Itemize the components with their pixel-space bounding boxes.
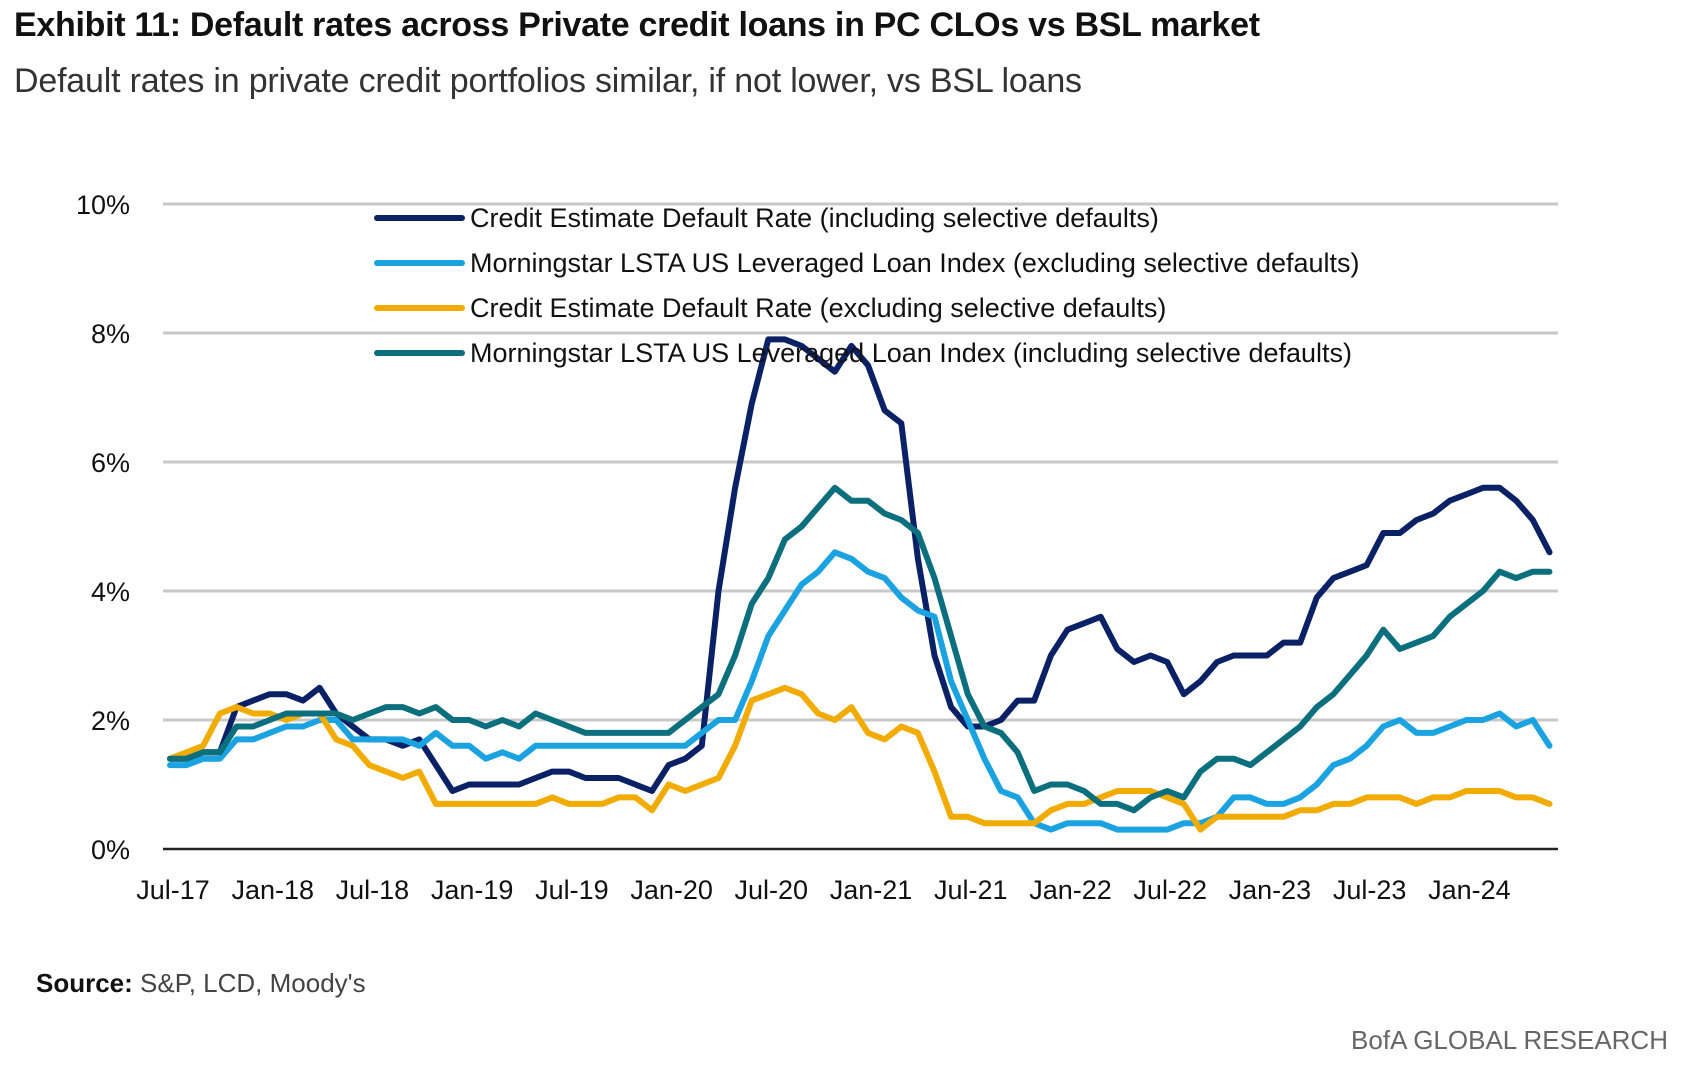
x-tick-label: Jul-23 bbox=[1333, 875, 1407, 905]
x-tick-label: Jan-21 bbox=[830, 875, 913, 905]
x-axis-ticks: Jul-17 Jan-18 Jul-18 Jan-19 Jul-19 Jan-20 Jul-… bbox=[136, 875, 1510, 905]
series-line-4 bbox=[167, 484, 1553, 814]
legend-label: Credit Estimate Default Rate (excluding … bbox=[470, 293, 1166, 323]
x-tick-label: Jul-19 bbox=[535, 875, 609, 905]
y-tick-label: 10% bbox=[76, 190, 130, 220]
y-tick-label: 8% bbox=[91, 319, 130, 349]
x-tick-label: Jan-18 bbox=[231, 875, 314, 905]
x-tick-label: Jul-18 bbox=[336, 875, 410, 905]
source-text: S&P, LCD, Moody's bbox=[132, 968, 366, 998]
y-tick-label: 2% bbox=[91, 706, 130, 736]
x-tick-label: Jul-17 bbox=[136, 875, 210, 905]
x-tick-label: Jul-20 bbox=[735, 875, 809, 905]
y-tick-label: 4% bbox=[91, 577, 130, 607]
legend-label: Morningstar LSTA US Leveraged Loan Index… bbox=[470, 248, 1360, 278]
chart-title: Exhibit 11: Default rates across Private… bbox=[14, 6, 1260, 44]
source-note: Source: S&P, LCD, Moody's bbox=[36, 968, 366, 999]
series-line-1 bbox=[167, 336, 1553, 794]
legend-item: Morningstar LSTA US Leveraged Loan Index… bbox=[374, 248, 1360, 278]
x-tick-label: Jan-19 bbox=[431, 875, 514, 905]
series-lines bbox=[167, 336, 1553, 833]
brand-label: BofA GLOBAL RESEARCH bbox=[1351, 1025, 1668, 1055]
y-tick-label: 0% bbox=[91, 835, 130, 865]
series-line-3 bbox=[167, 684, 1553, 833]
x-tick-label: Jan-23 bbox=[1229, 875, 1312, 905]
x-tick-label: Jul-21 bbox=[934, 875, 1008, 905]
legend-item: Morningstar LSTA US Leveraged Loan Index… bbox=[374, 338, 1352, 368]
x-tick-label: Jan-22 bbox=[1029, 875, 1112, 905]
y-tick-label: 6% bbox=[91, 448, 130, 478]
legend-item: Credit Estimate Default Rate (including … bbox=[374, 203, 1159, 233]
x-tick-label: Jan-24 bbox=[1428, 875, 1511, 905]
source-label: Source: bbox=[36, 968, 133, 998]
series-line-2 bbox=[167, 549, 1553, 833]
chart-subtitle: Default rates in private credit portfoli… bbox=[14, 62, 1082, 100]
legend-label: Morningstar LSTA US Leveraged Loan Index… bbox=[470, 338, 1352, 368]
legend-item: Credit Estimate Default Rate (excluding … bbox=[374, 293, 1166, 323]
legend: Credit Estimate Default Rate (including … bbox=[374, 203, 1360, 368]
legend-label: Credit Estimate Default Rate (including … bbox=[470, 203, 1159, 233]
x-tick-label: Jul-22 bbox=[1133, 875, 1207, 905]
y-axis-ticks: 0% 2% 4% 6% 8% 10% bbox=[76, 190, 130, 865]
x-tick-label: Jan-20 bbox=[630, 875, 713, 905]
